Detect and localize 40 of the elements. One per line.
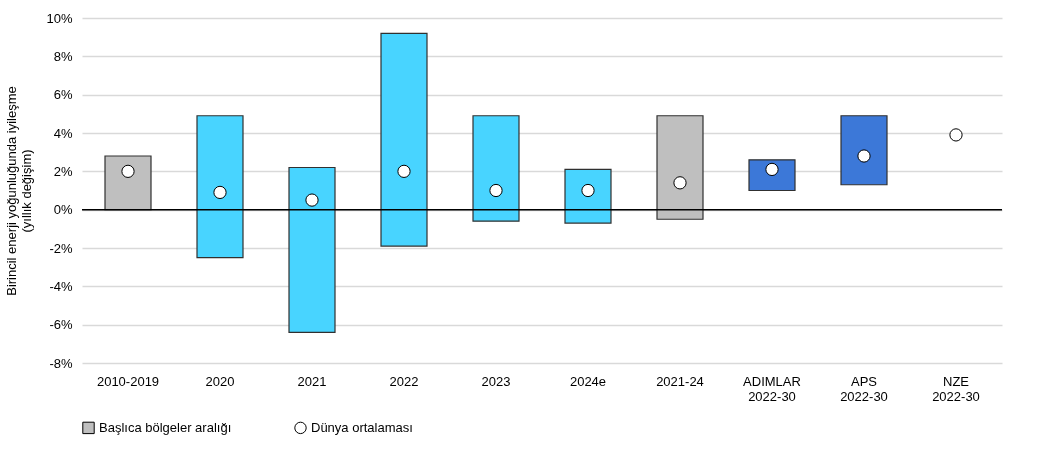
bar: [656, 115, 704, 220]
y-tick-label: 4%: [53, 125, 73, 141]
y-tick-label: 0%: [53, 202, 73, 218]
bar: [196, 115, 244, 259]
bar: [748, 159, 796, 192]
y-axis-title: Birincil enerji yoğunluğunda iyileşme (yıllık değişim): [4, 86, 35, 296]
point: [213, 185, 227, 200]
point: [305, 193, 319, 207]
x-tick-label: 2024e: [569, 373, 607, 389]
y-tick-label: 8%: [53, 48, 73, 64]
x-tick-label: 2010-2019: [96, 373, 160, 389]
y-tick-label: -4%: [49, 278, 73, 294]
bar: [564, 168, 612, 224]
y-tick-label: -8%: [49, 355, 73, 371]
bar: [472, 115, 520, 222]
bar: [840, 115, 888, 186]
point: [673, 176, 687, 190]
x-tick-label: 2022: [389, 373, 419, 389]
x-tick-label: APS 2022-30: [840, 373, 888, 404]
x-tick-label: NZE 2022-30: [932, 373, 980, 404]
y-tick-label: 2%: [53, 163, 73, 179]
bar: [288, 166, 336, 333]
point: [949, 128, 963, 142]
y-tick-label: -6%: [49, 317, 73, 333]
legend-label: Dünya ortalaması: [311, 419, 413, 435]
x-tick-label: 2023: [481, 373, 511, 389]
x-tick-label: 2021: [297, 373, 327, 389]
x-tick-label: 2021-24: [656, 373, 704, 389]
point: [121, 164, 135, 178]
legend-label: Başlıca bölgeler aralığı: [99, 419, 232, 435]
x-tick-label: 2020: [205, 373, 235, 389]
x-tick-label: ADIMLAR 2022-30: [743, 373, 801, 404]
y-tick-label: -2%: [49, 240, 73, 256]
point: [857, 149, 871, 163]
point: [489, 183, 503, 198]
y-tick-label: 10%: [46, 10, 73, 26]
bar: [380, 32, 428, 247]
y-tick-label: 6%: [53, 87, 73, 103]
point: [397, 164, 411, 178]
bar: [104, 155, 152, 211]
